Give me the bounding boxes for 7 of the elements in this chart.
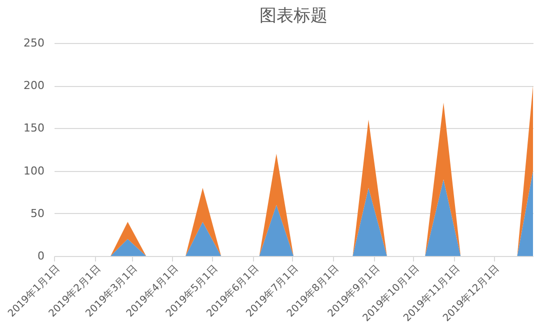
y-tick-label: 200 <box>24 79 44 92</box>
y-tick-label: 100 <box>24 164 44 178</box>
y-tick-label: 0 <box>38 250 44 262</box>
chart-title: 图表标题 <box>260 6 328 26</box>
y-tick-label: 150 <box>24 122 44 135</box>
y-tick-label: 50 <box>30 206 44 220</box>
y-tick-label: 250 <box>24 36 44 50</box>
